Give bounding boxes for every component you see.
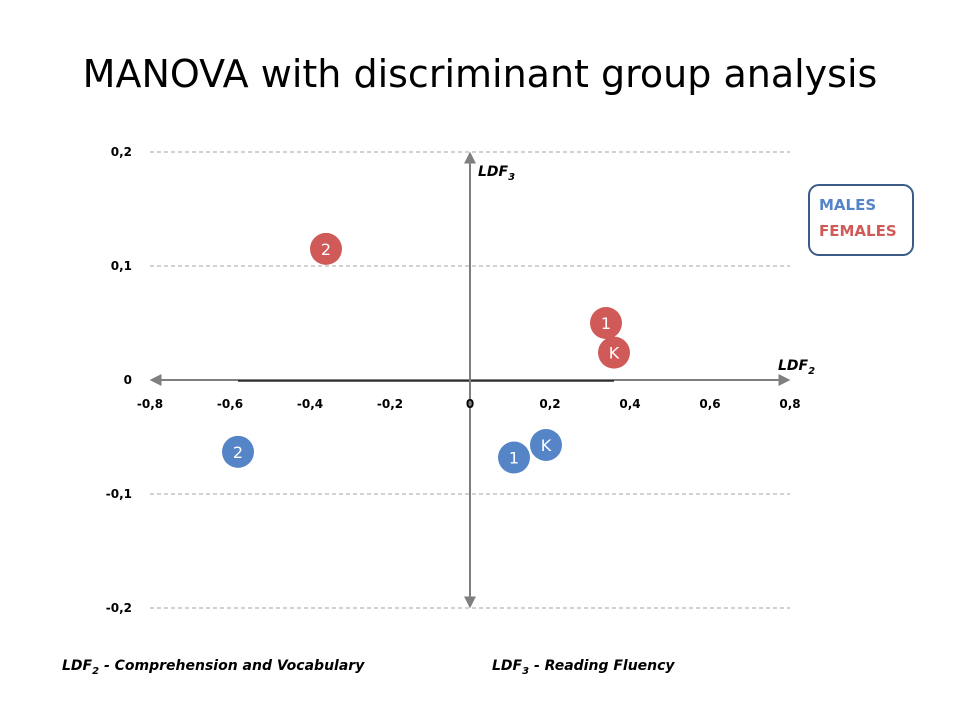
data-point-label: 1 bbox=[601, 314, 611, 333]
y-tick-label: -0,1 bbox=[106, 487, 132, 501]
data-point-label: K bbox=[609, 344, 620, 363]
footnote-ldf3: LDF3 - Reading Fluency bbox=[492, 658, 675, 677]
data-point-females: 1 bbox=[590, 307, 622, 339]
data-point-females: K bbox=[598, 336, 630, 369]
x-axis-title-sub: 2 bbox=[808, 366, 815, 377]
x-tick-label: 0,8 bbox=[779, 397, 800, 411]
data-point-marker bbox=[498, 441, 530, 474]
footnote-ldf2: LDF2 - Comprehension and Vocabulary bbox=[62, 658, 364, 677]
y-tick-label: 0 bbox=[124, 373, 132, 387]
data-point-marker bbox=[310, 232, 342, 265]
slide-title: MANOVA with discriminant group analysis bbox=[82, 52, 878, 96]
y-tick-label: 0,2 bbox=[111, 145, 132, 159]
y-tick-label: -0,2 bbox=[106, 601, 132, 615]
data-point-marker bbox=[590, 307, 622, 339]
x-tick-label: 0 bbox=[466, 397, 474, 411]
footnote-ldf2-text: - Comprehension and Vocabulary bbox=[103, 658, 365, 674]
footnote-ldf3-name: LDF bbox=[492, 658, 523, 674]
data-point-males: 2 bbox=[222, 435, 254, 468]
data-point-label: K bbox=[541, 436, 552, 455]
data-point-males: 1 bbox=[498, 441, 530, 474]
y-axis-title-sub: 3 bbox=[508, 172, 515, 183]
x-tick-label: -0,6 bbox=[217, 397, 243, 411]
x-tick-label: 0,2 bbox=[539, 397, 560, 411]
data-point-label: 2 bbox=[233, 443, 243, 462]
data-point-marker bbox=[598, 336, 630, 369]
footnote-ldf2-sub: 2 bbox=[92, 665, 100, 677]
x-tick-label: -0,4 bbox=[297, 397, 323, 411]
y-axis-title: LDF3 bbox=[478, 164, 515, 183]
legend: MALES FEMALES bbox=[808, 184, 914, 256]
x-tick-label: 0,4 bbox=[619, 397, 640, 411]
data-point-label: 1 bbox=[509, 449, 519, 468]
data-point-marker bbox=[222, 435, 254, 468]
legend-males: MALES bbox=[819, 196, 877, 214]
legend-females: FEMALES bbox=[819, 222, 897, 240]
data-point-males: K bbox=[530, 428, 562, 461]
footnote-ldf3-sub: 3 bbox=[522, 665, 530, 677]
x-tick-label: -0,8 bbox=[137, 397, 163, 411]
x-axis-title: LDF2 bbox=[778, 358, 815, 377]
data-point-marker bbox=[530, 428, 562, 461]
x-tick-label: -0,2 bbox=[377, 397, 403, 411]
footnote-ldf2-name: LDF bbox=[62, 658, 93, 674]
x-tick-label: 0,6 bbox=[699, 397, 720, 411]
footnote-ldf3-text: - Reading Fluency bbox=[533, 658, 675, 674]
data-point-label: 2 bbox=[321, 240, 331, 259]
data-point-females: 2 bbox=[310, 232, 342, 265]
y-tick-label: 0,1 bbox=[111, 259, 132, 273]
